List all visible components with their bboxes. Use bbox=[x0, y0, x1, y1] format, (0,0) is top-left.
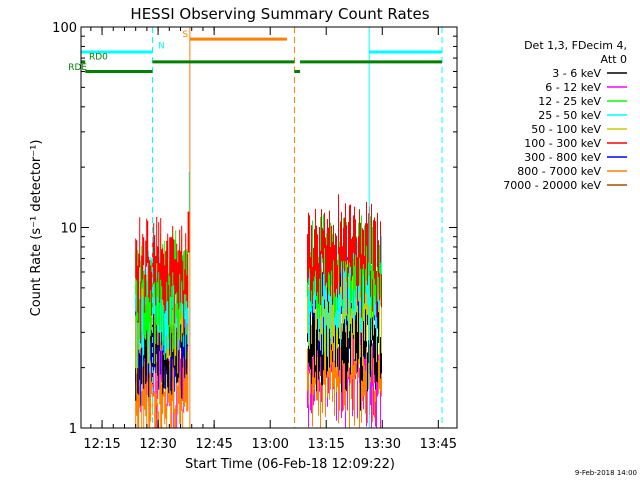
chart-title: HESSI Observing Summary Count Rates bbox=[130, 5, 429, 23]
y-axis-label: Count Rate (s⁻¹ detector⁻¹) bbox=[29, 140, 44, 317]
x-tick-label-13-00: 13:00 bbox=[251, 437, 288, 452]
flag-label-rd0: RD0 bbox=[89, 52, 108, 62]
flag-label-rde: RDE bbox=[68, 63, 87, 73]
series-100-300-kev-segment-1 bbox=[135, 216, 189, 342]
legend-label-6-12-kev: 6 - 12 keV bbox=[545, 81, 601, 94]
legend-label-50-100-kev: 50 - 100 keV bbox=[531, 123, 601, 136]
y-tick-label-100: 100 bbox=[52, 21, 77, 36]
x-tick-label-13-45: 13:45 bbox=[420, 437, 457, 452]
legend-label-300-800-kev: 300 - 800 keV bbox=[524, 151, 601, 164]
tick-layer: 12:15 12:30 12:45 13:00 13:15 13:30 13:45 1 10 10… bbox=[52, 21, 457, 452]
x-tick-label-13-15: 13:15 bbox=[307, 437, 344, 452]
legend-header-line-2: Att 0 bbox=[601, 53, 627, 66]
data-layer bbox=[135, 171, 382, 428]
legend-label-800-7000-kev: 800 - 7000 keV bbox=[517, 165, 601, 178]
legend-label-25-50-kev: 25 - 50 keV bbox=[538, 109, 601, 122]
x-tick-label-12-15: 12:15 bbox=[83, 437, 120, 452]
x-tick-label-12-45: 12:45 bbox=[195, 437, 232, 452]
legend-header-line-1: Det 1,3, FDecim 4, bbox=[524, 39, 627, 52]
x-tick-label-12-30: 12:30 bbox=[139, 437, 176, 452]
flag-label-s: S bbox=[182, 30, 188, 40]
x-axis-label: Start Time (06-Feb-18 12:09:22) bbox=[185, 457, 395, 472]
legend-label-7000-20000-kev: 7000 - 20000 keV bbox=[503, 179, 601, 192]
legend-label-3-6-kev: 3 - 6 keV bbox=[552, 67, 601, 80]
legend-label-12-25-kev: 12 - 25 keV bbox=[538, 95, 601, 108]
x-tick-label-13-30: 13:30 bbox=[364, 437, 401, 452]
flag-label-n: N bbox=[158, 42, 165, 52]
legend-label-100-300-kev: 100 - 300 keV bbox=[524, 137, 601, 150]
series-100-300-kev-segment-2 bbox=[307, 194, 382, 318]
y-tick-label-10: 10 bbox=[60, 222, 77, 237]
timestamp-label: 9-Feb-2018 14:00 bbox=[575, 469, 637, 477]
y-tick-label-1: 1 bbox=[69, 422, 77, 437]
